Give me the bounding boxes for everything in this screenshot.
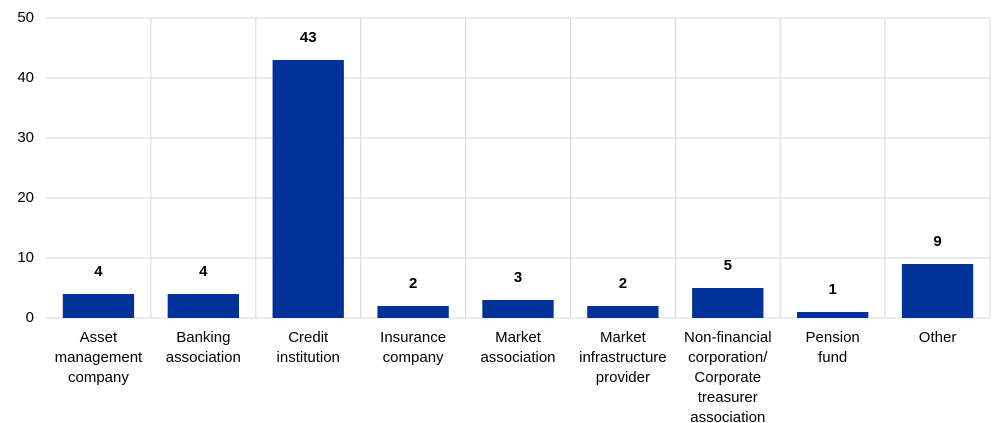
bar [272, 60, 344, 318]
value-label: 2 [409, 275, 417, 292]
bar [377, 306, 449, 318]
y-tick-label: 20 [17, 189, 34, 206]
x-tick-label: Banking association [166, 329, 241, 366]
bar [167, 294, 239, 318]
bar [62, 294, 135, 318]
value-label: 4 [199, 263, 208, 280]
bar [797, 312, 869, 318]
x-tick-label: Asset management company [55, 329, 143, 386]
bar [482, 300, 554, 318]
y-tick-label: 30 [17, 129, 34, 146]
value-label: 3 [514, 269, 522, 286]
value-label: 43 [300, 29, 317, 46]
x-tick-label: Market association [480, 329, 555, 366]
x-tick-label: Non-financial corporation/Corporate treasu… [684, 329, 772, 423]
bar [901, 264, 974, 318]
x-tick-label: Credit institution [277, 329, 340, 366]
bar [692, 288, 764, 318]
x-tick-label: Market infrastructure provider [579, 329, 667, 386]
x-tick-label: Other [919, 329, 957, 346]
y-tick-label: 10 [17, 249, 34, 266]
bar [587, 306, 659, 318]
value-label: 9 [933, 233, 941, 250]
value-label: 2 [619, 275, 627, 292]
y-tick-label: 50 [17, 9, 34, 26]
y-tick-label: 40 [17, 69, 34, 86]
x-tick-label: Insurance company [380, 329, 446, 366]
value-label: 5 [724, 257, 732, 274]
value-label: 4 [94, 263, 103, 280]
x-tick-label: Pension fund [806, 329, 860, 366]
y-tick-label: 0 [26, 309, 34, 326]
value-label: 1 [828, 281, 836, 298]
